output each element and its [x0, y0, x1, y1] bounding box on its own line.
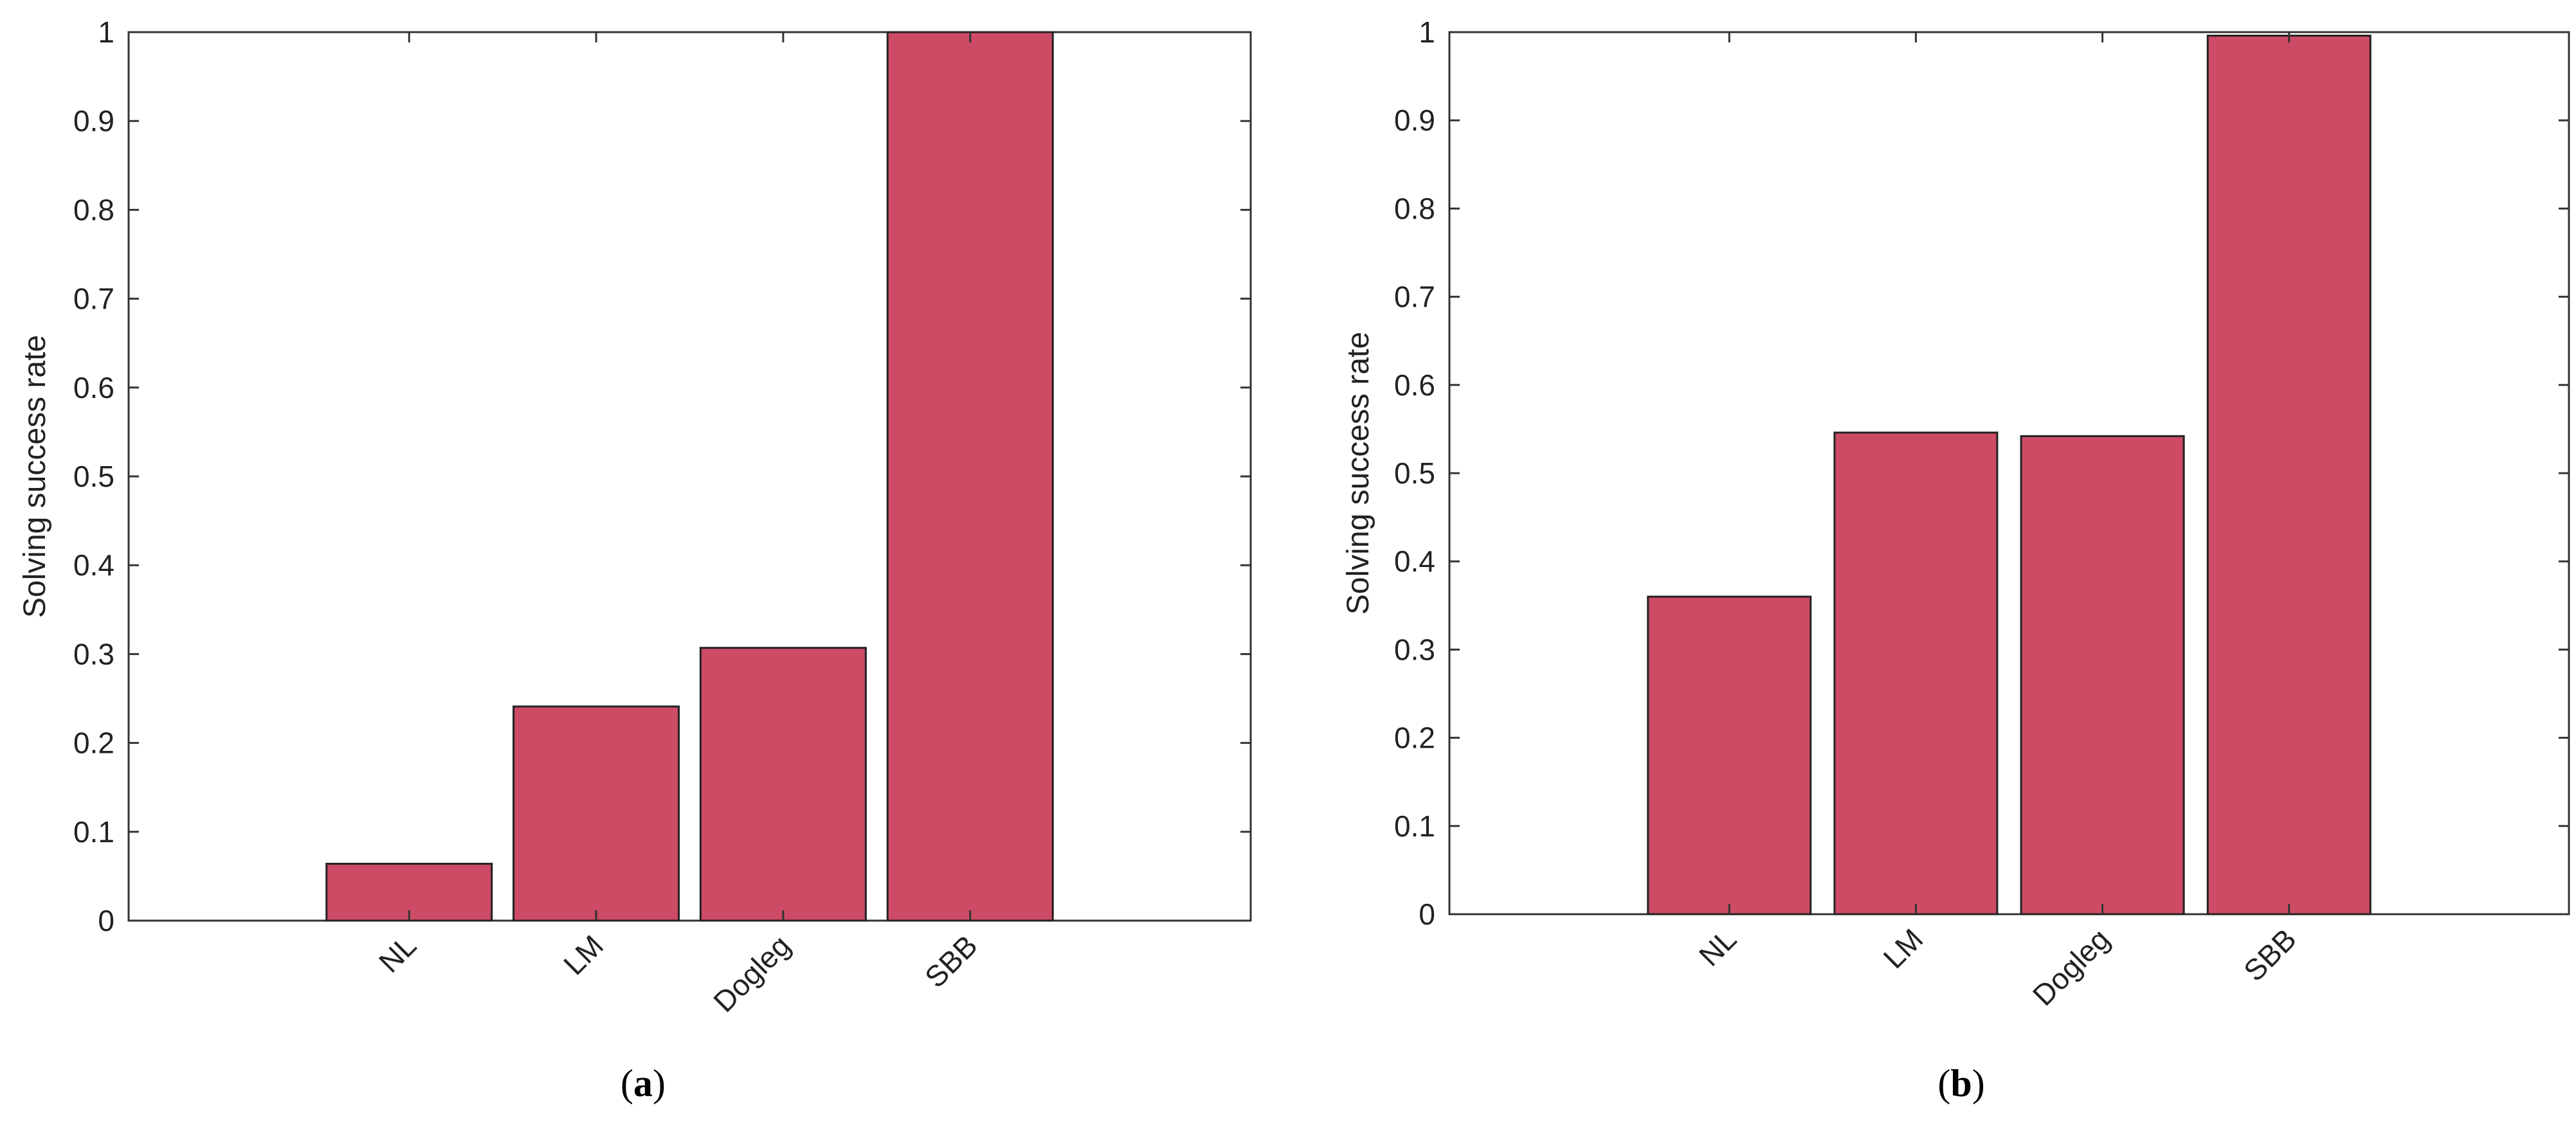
y-tick-label: 0.3 [1394, 633, 1435, 666]
y-tick-label: 0.9 [73, 104, 114, 138]
x-tick-label-nl: NL [1692, 922, 1743, 972]
y-tick-label: 0.9 [1394, 104, 1435, 137]
y-tick-label: 0.8 [73, 193, 114, 226]
y-tick-label: 1 [98, 15, 114, 49]
x-tick-label-sbb: SBB [2237, 922, 2303, 987]
x-tick-label-nl: NL [372, 928, 422, 978]
y-tick-label: 0.4 [73, 548, 114, 582]
y-tick-label: 1 [1419, 15, 1435, 49]
bar-sbb [2206, 34, 2372, 915]
chart-a: 0 0.1 0.2 0.3 0.4 0.5 0.6 0.7 0.8 0.9 1 NL LM Dogleg S… [18, 15, 1252, 1104]
y-tick-label: 0 [98, 904, 114, 937]
bar-lm [1833, 431, 1999, 915]
y-tick-label: 0 [1419, 897, 1435, 931]
y-tick-label: 0.5 [73, 460, 114, 493]
x-tick-label-dogleg: Dogleg [2026, 922, 2116, 1012]
y-tick-label: 0.1 [73, 815, 114, 849]
x-tick-label-lm: LM [1877, 922, 1930, 975]
axes-box [127, 31, 1252, 922]
y-tick-label: 0.8 [1394, 192, 1435, 225]
x-tick-label-sbb: SBB [918, 928, 984, 994]
y-tick-label: 0.3 [73, 637, 114, 671]
x-tick-label-lm: LM [557, 928, 610, 981]
y-axis-title: Solving success rate [1341, 332, 1375, 615]
chart-b: 0 0.1 0.2 0.3 0.4 0.5 0.6 0.7 0.8 0.9 1 NL LM Dogleg S… [1341, 15, 2570, 1104]
bar-dogleg [2020, 435, 2185, 915]
y-tick-label: 0.7 [73, 282, 114, 316]
bar-nl [1647, 595, 1812, 915]
x-tick-label-dogleg: Dogleg [707, 928, 797, 1018]
panel-label: (b) [1937, 1062, 1984, 1104]
y-tick-label: 0.7 [1394, 280, 1435, 314]
panel-label: (a) [621, 1062, 666, 1104]
y-tick-label: 0.6 [73, 371, 114, 404]
y-tick-label: 0.2 [1394, 721, 1435, 755]
bar-lm [512, 705, 680, 922]
bar-sbb [886, 31, 1054, 922]
axes-box [1448, 31, 2570, 915]
y-tick-label: 0.4 [1394, 545, 1435, 578]
y-tick-label: 0.2 [73, 726, 114, 760]
y-axis-title: Solving success rate [18, 335, 52, 618]
y-tick-label: 0.6 [1394, 368, 1435, 402]
y-tick-label: 0.5 [1394, 456, 1435, 490]
bar-dogleg [699, 647, 867, 922]
y-tick-label: 0.1 [1394, 809, 1435, 843]
